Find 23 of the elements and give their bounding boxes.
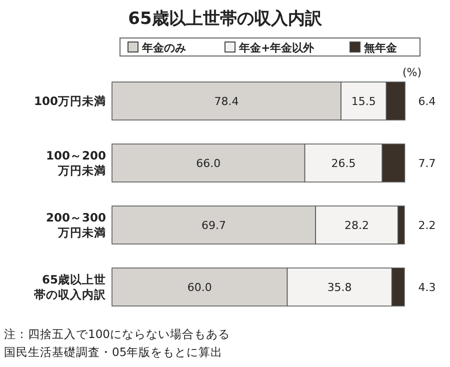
data-label: 26.5 xyxy=(331,157,356,170)
text: 国民生活基礎調査・05年版をもとに算出 xyxy=(4,345,223,359)
y-tick-label: 100万円未満 xyxy=(34,94,106,108)
legend-label: 無年金 xyxy=(363,42,398,54)
y-tick-label: 65歳以上世帯の収入内訳 xyxy=(34,272,107,302)
data-label: 4.3 xyxy=(418,281,436,294)
data-label: 7.7 xyxy=(418,157,436,170)
text: 注：四捨五入で100にならない場合もある xyxy=(4,327,230,341)
chart-title: 65歳以上世帯の収入内訳 xyxy=(128,9,323,29)
data-label: 35.8 xyxy=(327,281,352,294)
annotation: (%) xyxy=(402,66,422,79)
data-label: 15.5 xyxy=(351,95,376,108)
data-label: 78.4 xyxy=(214,95,239,108)
data-label: 66.0 xyxy=(196,157,221,170)
data-label: 2.2 xyxy=(418,219,436,232)
y-tick-label: 200～300 万円未満 xyxy=(46,210,106,240)
text: 年金のみ xyxy=(141,42,186,54)
data-label: 60.0 xyxy=(187,281,212,294)
y-tick-label: 100～200 万円未満 xyxy=(46,148,106,178)
data-label: 6.4 xyxy=(418,95,436,108)
data-label: 69.7 xyxy=(202,219,226,232)
legend-label: 年金+年金以外 xyxy=(238,42,316,54)
data-label: 28.2 xyxy=(344,219,370,232)
